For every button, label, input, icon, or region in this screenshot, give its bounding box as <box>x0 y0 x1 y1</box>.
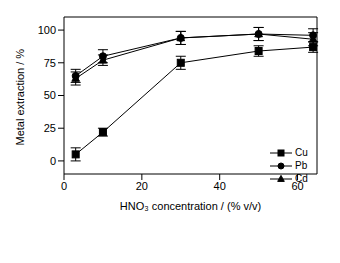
html-text:Cd: Cd <box>295 173 308 184</box>
svg-text:60: 60 <box>291 180 303 192</box>
svg-text:0: 0 <box>61 180 67 192</box>
svg-text:50: 50 <box>44 89 56 101</box>
svg-text:HNO₃ concentration / (% v/v): HNO₃ concentration / (% v/v) <box>120 200 261 212</box>
svg-text:25: 25 <box>44 122 56 134</box>
svg-text:40: 40 <box>214 180 226 192</box>
svg-text:Metal extraction / %: Metal extraction / % <box>14 49 26 146</box>
svg-text:20: 20 <box>136 180 148 192</box>
svg-text:0: 0 <box>50 155 56 167</box>
svg-text:100: 100 <box>38 24 56 36</box>
html-text:Cu: Cu <box>295 147 308 158</box>
html-text:Pb: Pb <box>295 160 308 171</box>
svg-text:75: 75 <box>44 57 56 69</box>
